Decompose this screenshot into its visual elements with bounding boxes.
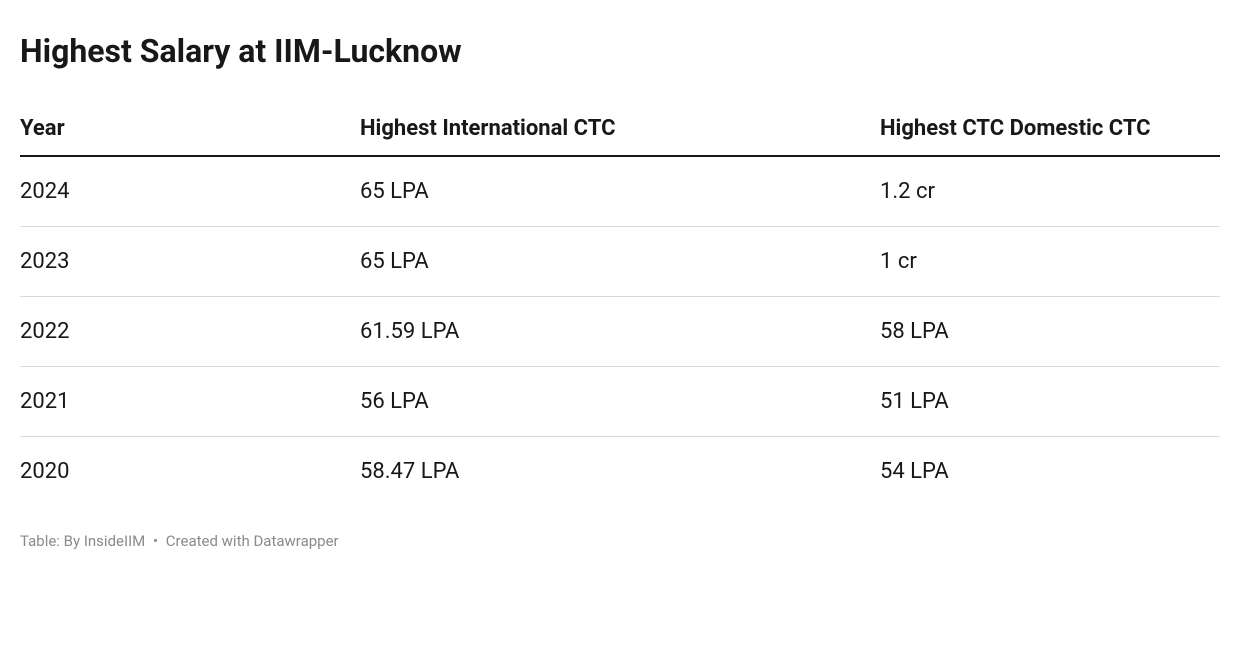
table-row: 2021 56 LPA 51 LPA [20,367,1220,437]
footer-tool: Created with Datawrapper [166,532,339,550]
cell-year: 2024 [20,156,360,227]
table-header-row: Year Highest International CTC Highest C… [20,106,1220,156]
table-row: 2022 61.59 LPA 58 LPA [20,297,1220,367]
table-row: 2020 58.47 LPA 54 LPA [20,437,1220,507]
cell-year: 2022 [20,297,360,367]
cell-year: 2021 [20,367,360,437]
table-row: 2024 65 LPA 1.2 cr [20,156,1220,227]
col-header-domestic-ctc: Highest CTC Domestic CTC [880,106,1220,156]
cell-year: 2020 [20,437,360,507]
cell-year: 2023 [20,227,360,297]
cell-domestic-ctc: 1 cr [880,227,1220,297]
table-row: 2023 65 LPA 1 cr [20,227,1220,297]
cell-domestic-ctc: 58 LPA [880,297,1220,367]
col-header-international-ctc: Highest International CTC [360,106,880,156]
cell-domestic-ctc: 51 LPA [880,367,1220,437]
cell-international-ctc: 58.47 LPA [360,437,880,507]
footer-source: Table: By InsideIIM [20,532,145,550]
page-title: Highest Salary at IIM-Lucknow [20,32,1220,70]
col-header-year: Year [20,106,360,156]
salary-table: Year Highest International CTC Highest C… [20,106,1220,506]
cell-international-ctc: 65 LPA [360,227,880,297]
table-footer: Table: By InsideIIM • Created with Dataw… [20,532,1220,550]
cell-international-ctc: 56 LPA [360,367,880,437]
cell-international-ctc: 65 LPA [360,156,880,227]
cell-domestic-ctc: 1.2 cr [880,156,1220,227]
cell-international-ctc: 61.59 LPA [360,297,880,367]
cell-domestic-ctc: 54 LPA [880,437,1220,507]
footer-separator: • [153,532,158,550]
